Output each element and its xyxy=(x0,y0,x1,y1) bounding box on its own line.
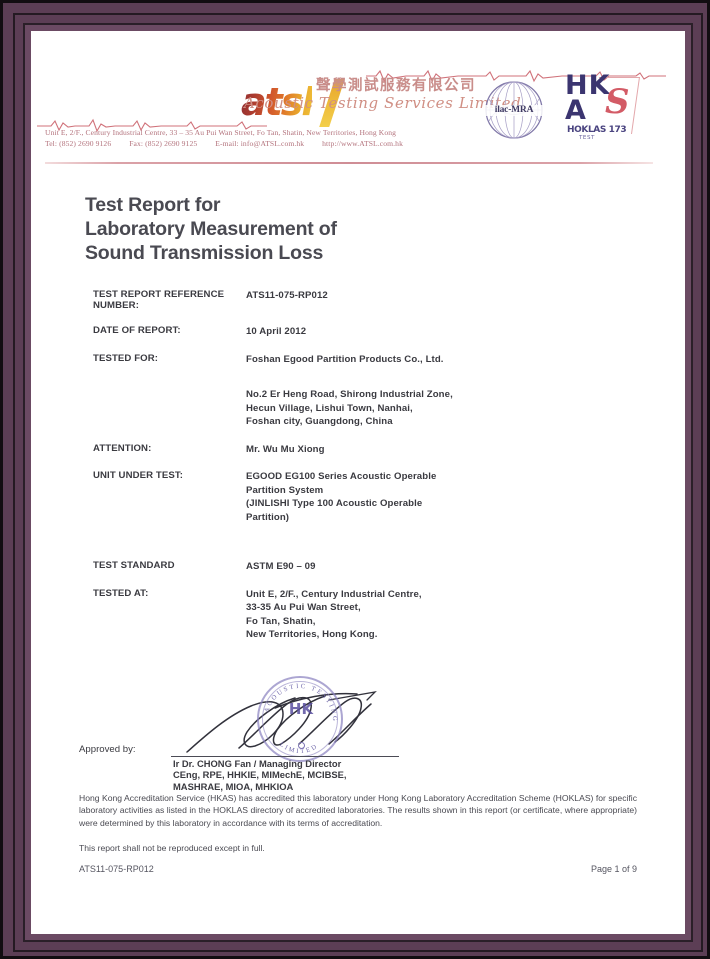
field-row-date-of-report: DATE OF REPORT: 10 April 2012 xyxy=(31,325,685,339)
label-tested-at: TESTED AT: xyxy=(93,587,149,599)
footer-document-reference: ATS11-075-RP012 xyxy=(79,864,154,874)
value-attention: Mr. Wu Mu Xiong xyxy=(246,443,325,455)
reproduction-note: This report shall not be reproduced exce… xyxy=(79,843,265,854)
report-page: atsl 聲學測試服務有限公司 Acoustic Testing Service… xyxy=(31,31,685,934)
label-unit-under-test: UNIT UNDER TEST: xyxy=(93,470,184,481)
field-row-tested-for: TESTED FOR: Foshan Egood Partition Produ… xyxy=(31,353,685,367)
signature-rule xyxy=(171,755,399,757)
page-footer: ATS11-075-RP012 Page 1 of 9 xyxy=(79,864,637,874)
atsl-logo: atsl xyxy=(241,79,371,127)
ilac-mra-label: ilac-MRA xyxy=(483,105,545,116)
accreditation-note: Hong Kong Accreditation Service (HKAS) h… xyxy=(79,792,637,828)
client-address-line-3: Foshan city, Guangdong, China xyxy=(246,416,393,427)
unit-under-test-line-3: (JINLISHI Type 100 Acoustic Operable xyxy=(246,498,423,509)
letterhead-fax: Fax: (852) 2690 9125 xyxy=(129,139,198,148)
tested-at-line-2: 33-35 Au Pui Wan Street, xyxy=(246,602,361,613)
field-row-client-address: No.2 Er Heng Road, Shirong Industrial Zo… xyxy=(31,380,685,429)
letterhead-email: E-mail: info@ATSL.com.hk xyxy=(215,139,305,148)
value-date-of-report: 10 April 2012 xyxy=(246,326,307,337)
company-name-english: Acoustic Testing Services Limited xyxy=(244,94,522,112)
client-address-line-2: Hecun Village, Lishui Town, Nanhai, xyxy=(246,402,413,414)
footer-page-number: Page 1 of 9 xyxy=(590,864,637,874)
field-row-test-standard: TEST STANDARD ASTM E90 – 09 xyxy=(31,560,685,574)
value-unit-under-test: EGOOD EG100 Series Acoustic Operable Par… xyxy=(246,470,518,524)
company-name-chinese: 聲學測試服務有限公司 xyxy=(316,78,476,94)
tested-at-line-3: Fo Tan, Shatin, xyxy=(246,615,316,627)
page-title: Test Report for Laboratory Measurement o… xyxy=(85,193,685,265)
signatory-quals-line-2: MASHRAE, MIOA, MHKIOA xyxy=(173,780,294,792)
section-spacer xyxy=(31,538,685,560)
atsl-wordmark: atsl xyxy=(241,80,314,124)
label-attention: ATTENTION: xyxy=(93,442,152,454)
field-row-attention: ATTENTION: Mr. Wu Mu Xiong xyxy=(31,443,685,457)
field-row-unit-under-test: UNIT UNDER TEST: EGOOD EG100 Series Acou… xyxy=(31,470,685,524)
signatory-details: Ir Dr. CHONG Fan / Managing Director CEn… xyxy=(173,758,346,793)
unit-under-test-line-2: Partition System xyxy=(246,484,324,496)
label-test-standard: TEST STANDARD xyxy=(93,560,175,571)
letterhead-tel: Tel: (852) 2690 9126 xyxy=(45,139,112,148)
letterhead-website: http://www.ATSL.com.hk xyxy=(322,139,403,148)
hkas-letters: HK A xyxy=(565,70,611,126)
approval-section: Approved by: xyxy=(31,668,685,792)
header-divider xyxy=(45,162,653,164)
field-row-reference-number: TEST REPORT REFERENCE NUMBER: ATS11-075-… xyxy=(31,289,685,311)
unit-under-test-line-1: EGOOD EG100 Series Acoustic Operable xyxy=(246,470,518,484)
letterhead: atsl 聲學測試服務有限公司 Acoustic Testing Service… xyxy=(31,31,685,164)
page-title-line-3: Sound Transmission Loss xyxy=(85,242,324,264)
value-tested-at: Unit E, 2/F., Century Industrial Centre,… xyxy=(246,588,518,642)
company-stamp-core-mark: HK xyxy=(288,699,314,718)
label-date-of-report: DATE OF REPORT: xyxy=(93,325,181,336)
tested-at-line-1: Unit E, 2/F., Century Industrial Centre, xyxy=(246,588,422,600)
hoklas-test-label: TEST xyxy=(579,135,595,141)
client-address-line-1: No.2 Er Heng Road, Shirong Industrial Zo… xyxy=(246,389,453,400)
label-reference-number: TEST REPORT REFERENCE NUMBER: xyxy=(93,289,225,311)
field-row-tested-at: TESTED AT: Unit E, 2/F., Century Industr… xyxy=(31,588,685,642)
waveform-decoration-left xyxy=(37,118,267,133)
page-title-line-1: Test Report for xyxy=(85,194,221,216)
waveform-decoration-top xyxy=(366,69,666,83)
tested-at-line-4: New Territories, Hong Kong. xyxy=(246,629,378,640)
report-details-table: TEST REPORT REFERENCE NUMBER: ATS11-075-… xyxy=(31,289,685,642)
letterhead-address: Unit E, 2/F., Century Industrial Centre,… xyxy=(45,128,397,137)
company-stamp-outer-ring xyxy=(257,675,343,762)
value-tested-for: Foshan Egood Partition Products Co., Ltd… xyxy=(246,353,444,365)
signatory-quals-line-1: CEng, RPE, HHKIE, MIMechE, MCIBSE, xyxy=(173,769,347,780)
signatory-name: Ir Dr. CHONG Fan / Managing Director xyxy=(173,757,342,769)
ilac-mra-logo-icon: ilac-MRA xyxy=(483,79,545,141)
report-body: Test Report for Laboratory Measurement o… xyxy=(31,171,685,853)
approved-by-label: Approved by: xyxy=(79,743,136,755)
value-test-standard: ASTM E90 – 09 xyxy=(246,561,316,572)
unit-under-test-line-4: Partition) xyxy=(246,511,290,523)
label-client-address-spacer xyxy=(31,380,246,429)
value-client-address: No.2 Er Heng Road, Shirong Industrial Zo… xyxy=(246,388,518,429)
page-title-line-2: Laboratory Measurement of xyxy=(85,218,337,240)
company-stamp-star-icon xyxy=(298,741,305,749)
company-stamp-icon: ACOUSTIC TESTING SERVICES LIMITED HK xyxy=(254,671,343,762)
value-reference-number: ATS11-075-RP012 xyxy=(246,290,328,301)
label-tested-for: TESTED FOR: xyxy=(93,352,159,364)
hkas-s-mark: S xyxy=(605,82,630,122)
letterhead-contact-block: Unit E, 2/F., Century Industrial Centre,… xyxy=(45,127,515,149)
hkas-logo: HK A S HOKLAS 173 TEST xyxy=(565,70,645,145)
hoklas-number: HOKLAS 173 xyxy=(567,125,627,135)
unit-under-test-line-1-text: EGOOD EG100 Series Acoustic Operable xyxy=(246,471,437,482)
